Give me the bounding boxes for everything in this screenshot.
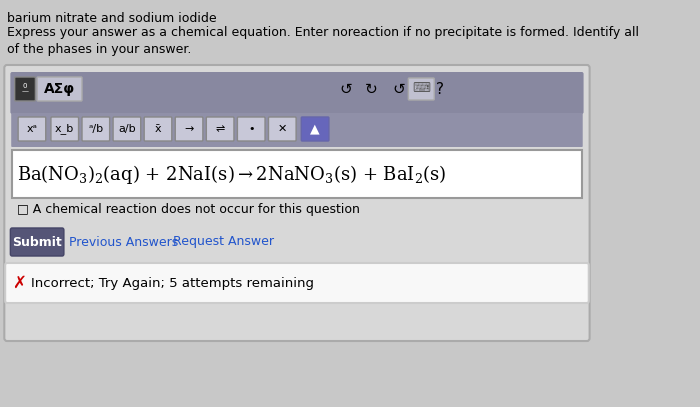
Text: ✗: ✗ [12,274,26,292]
FancyBboxPatch shape [37,77,82,101]
Text: 0
—: 0 — [22,83,29,94]
Text: a/b: a/b [118,124,136,134]
Text: ᵃ/b: ᵃ/b [88,124,104,134]
Text: Submit: Submit [12,236,62,249]
FancyBboxPatch shape [15,77,36,101]
FancyBboxPatch shape [5,263,589,303]
FancyBboxPatch shape [113,117,141,141]
FancyBboxPatch shape [408,78,434,100]
Text: Express your answer as a chemical equation. Enter noreaction if no precipitate i: Express your answer as a chemical equati… [7,26,639,56]
Text: x_b: x_b [55,124,74,134]
Text: Incorrect; Try Again; 5 attempts remaining: Incorrect; Try Again; 5 attempts remaini… [31,276,314,289]
Text: ⇌: ⇌ [216,124,225,134]
FancyBboxPatch shape [269,117,296,141]
FancyBboxPatch shape [206,117,234,141]
Text: xᵃ: xᵃ [27,124,37,134]
FancyBboxPatch shape [301,117,329,141]
FancyBboxPatch shape [175,117,203,141]
FancyBboxPatch shape [4,65,589,341]
Text: ▲: ▲ [310,123,320,136]
Text: □ A chemical reaction does not occur for this question: □ A chemical reaction does not occur for… [18,204,360,217]
Text: •: • [248,124,255,134]
Text: barium nitrate and sodium iodide: barium nitrate and sodium iodide [7,12,216,25]
Text: ↺: ↺ [339,81,351,96]
Text: ✕: ✕ [278,124,287,134]
Text: →: → [184,124,194,134]
Text: ↻: ↻ [365,81,377,96]
FancyBboxPatch shape [51,117,78,141]
FancyBboxPatch shape [12,150,582,198]
Text: ?: ? [436,81,445,96]
FancyBboxPatch shape [10,72,584,114]
Text: ⌨: ⌨ [412,83,430,96]
Text: ↺: ↺ [393,81,405,96]
Text: Request Answer: Request Answer [173,236,274,249]
FancyBboxPatch shape [10,228,64,256]
FancyBboxPatch shape [237,117,265,141]
FancyBboxPatch shape [82,117,110,141]
FancyBboxPatch shape [18,117,46,141]
Text: Previous Answers: Previous Answers [69,236,178,249]
Text: AΣφ: AΣφ [44,82,75,96]
FancyBboxPatch shape [144,117,172,141]
Text: Ba(NO$_3$)$_2$(aq) + 2NaI(s)$\rightarrow$2NaNO$_3$(s) + BaI$_2$(s): Ba(NO$_3$)$_2$(aq) + 2NaI(s)$\rightarrow… [18,164,447,186]
Text: x̄: x̄ [155,124,161,134]
FancyBboxPatch shape [11,113,582,147]
